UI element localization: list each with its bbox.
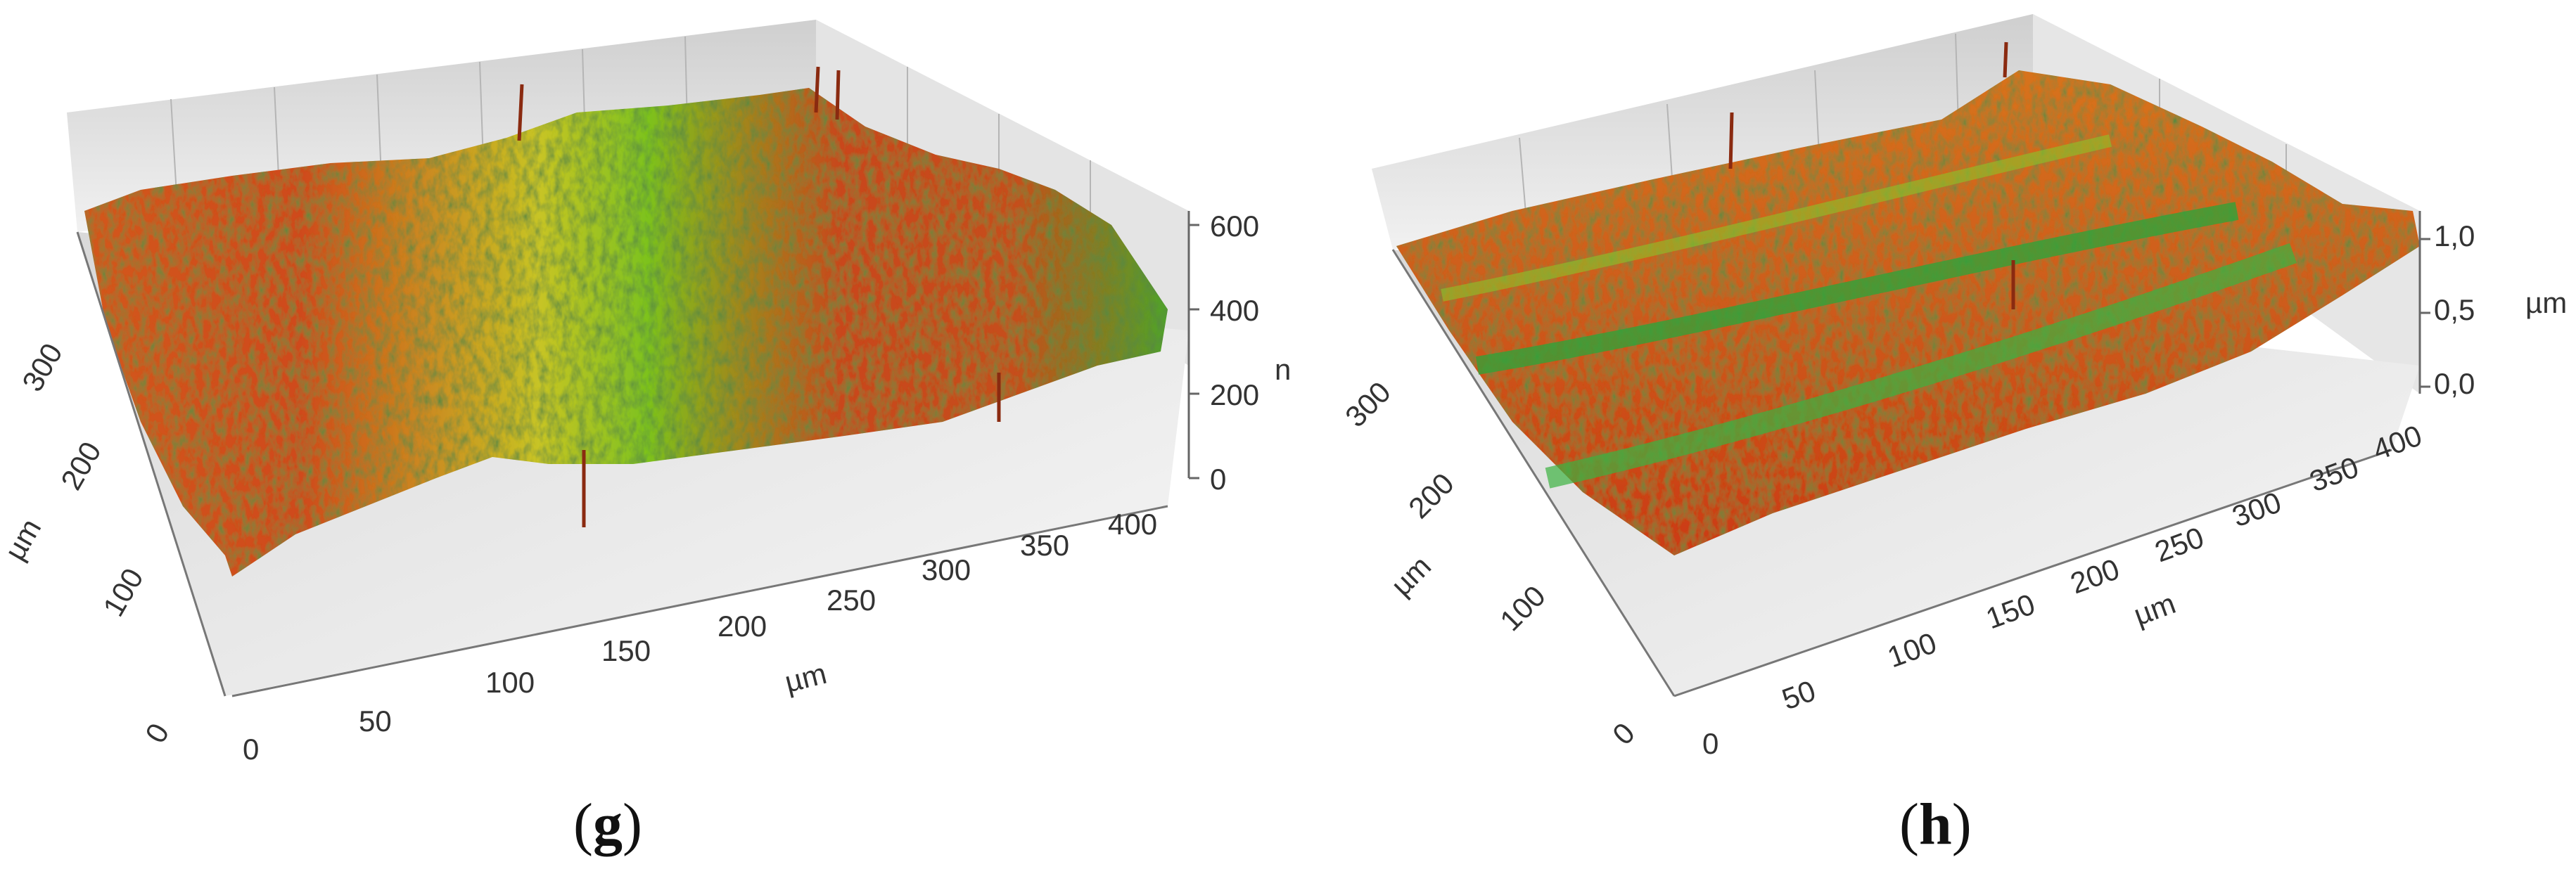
x-tick-300: 300 [922,553,971,586]
groove-2 [1545,243,2297,489]
x-tick-100: 100 [485,666,535,699]
back-wall-left-h [1372,14,2033,250]
z-tick-200: 200 [1210,378,1259,411]
z-tick-0-5: 0,5 [2434,293,2475,326]
z-tick-400: 400 [1210,294,1259,327]
groove-3 [1441,134,2112,302]
z-tick-1-0: 1,0 [2434,219,2475,252]
x-tick-50: 50 [359,704,392,738]
surface-g [84,88,1168,577]
y-tick-0: 0 [139,718,175,749]
z-tick-0: 0 [1210,463,1226,496]
x-axis-title: µm [782,657,830,699]
surface-spikes [517,66,1001,527]
y-axis-title-h: µm [1384,549,1437,602]
z-tick-0-0: 0,0 [2434,367,2475,400]
z-axis-g: 600 400 200 0 n [1187,210,1291,496]
y-tick-300: 300 [15,337,69,397]
x-tick-150: 150 [601,634,651,667]
y-tick-200: 200 [54,436,108,495]
z-axis-title: n [1275,353,1291,386]
y-tick-200-h: 200 [1402,467,1460,525]
x-tick-50-h: 50 [1778,674,1820,716]
panel-label-h: (h) [1899,792,1972,857]
y-tick-100: 100 [96,562,150,622]
z-axis-title-h: µm [2525,286,2567,319]
z-tick-600: 600 [1210,210,1259,243]
x-tick-250: 250 [827,584,876,617]
x-tick-150-h: 150 [1982,587,2039,635]
panel-label-g: (g) [573,792,642,857]
y-tick-100-h: 100 [1493,579,1552,638]
y-axis-title: µm [0,513,47,566]
x-tick-400: 400 [1108,508,1157,541]
x-axis-title-h: µm [2129,586,2180,631]
y-tick-0-h: 0 [1606,716,1641,752]
surface-h [1396,70,2420,555]
panel-g: 600 400 200 0 n 0 50 100 150 200 250 300… [0,20,1291,857]
x-tick-0-h: 0 [1702,727,1719,760]
y-tick-300-h: 300 [1339,375,1397,434]
z-axis-h: 1,0 0,5 0,0 µm [2418,211,2567,400]
x-tick-100-h: 100 [1883,626,1941,674]
panel-h: 1,0 0,5 0,0 µm 0 50 100 150 200 250 300 … [1339,14,2567,857]
surface-spikes-h [1728,41,2015,309]
x-tick-200: 200 [718,610,767,643]
x-tick-350: 350 [1020,529,1069,562]
x-tick-0: 0 [243,733,259,766]
groove-1 [1475,202,2239,375]
